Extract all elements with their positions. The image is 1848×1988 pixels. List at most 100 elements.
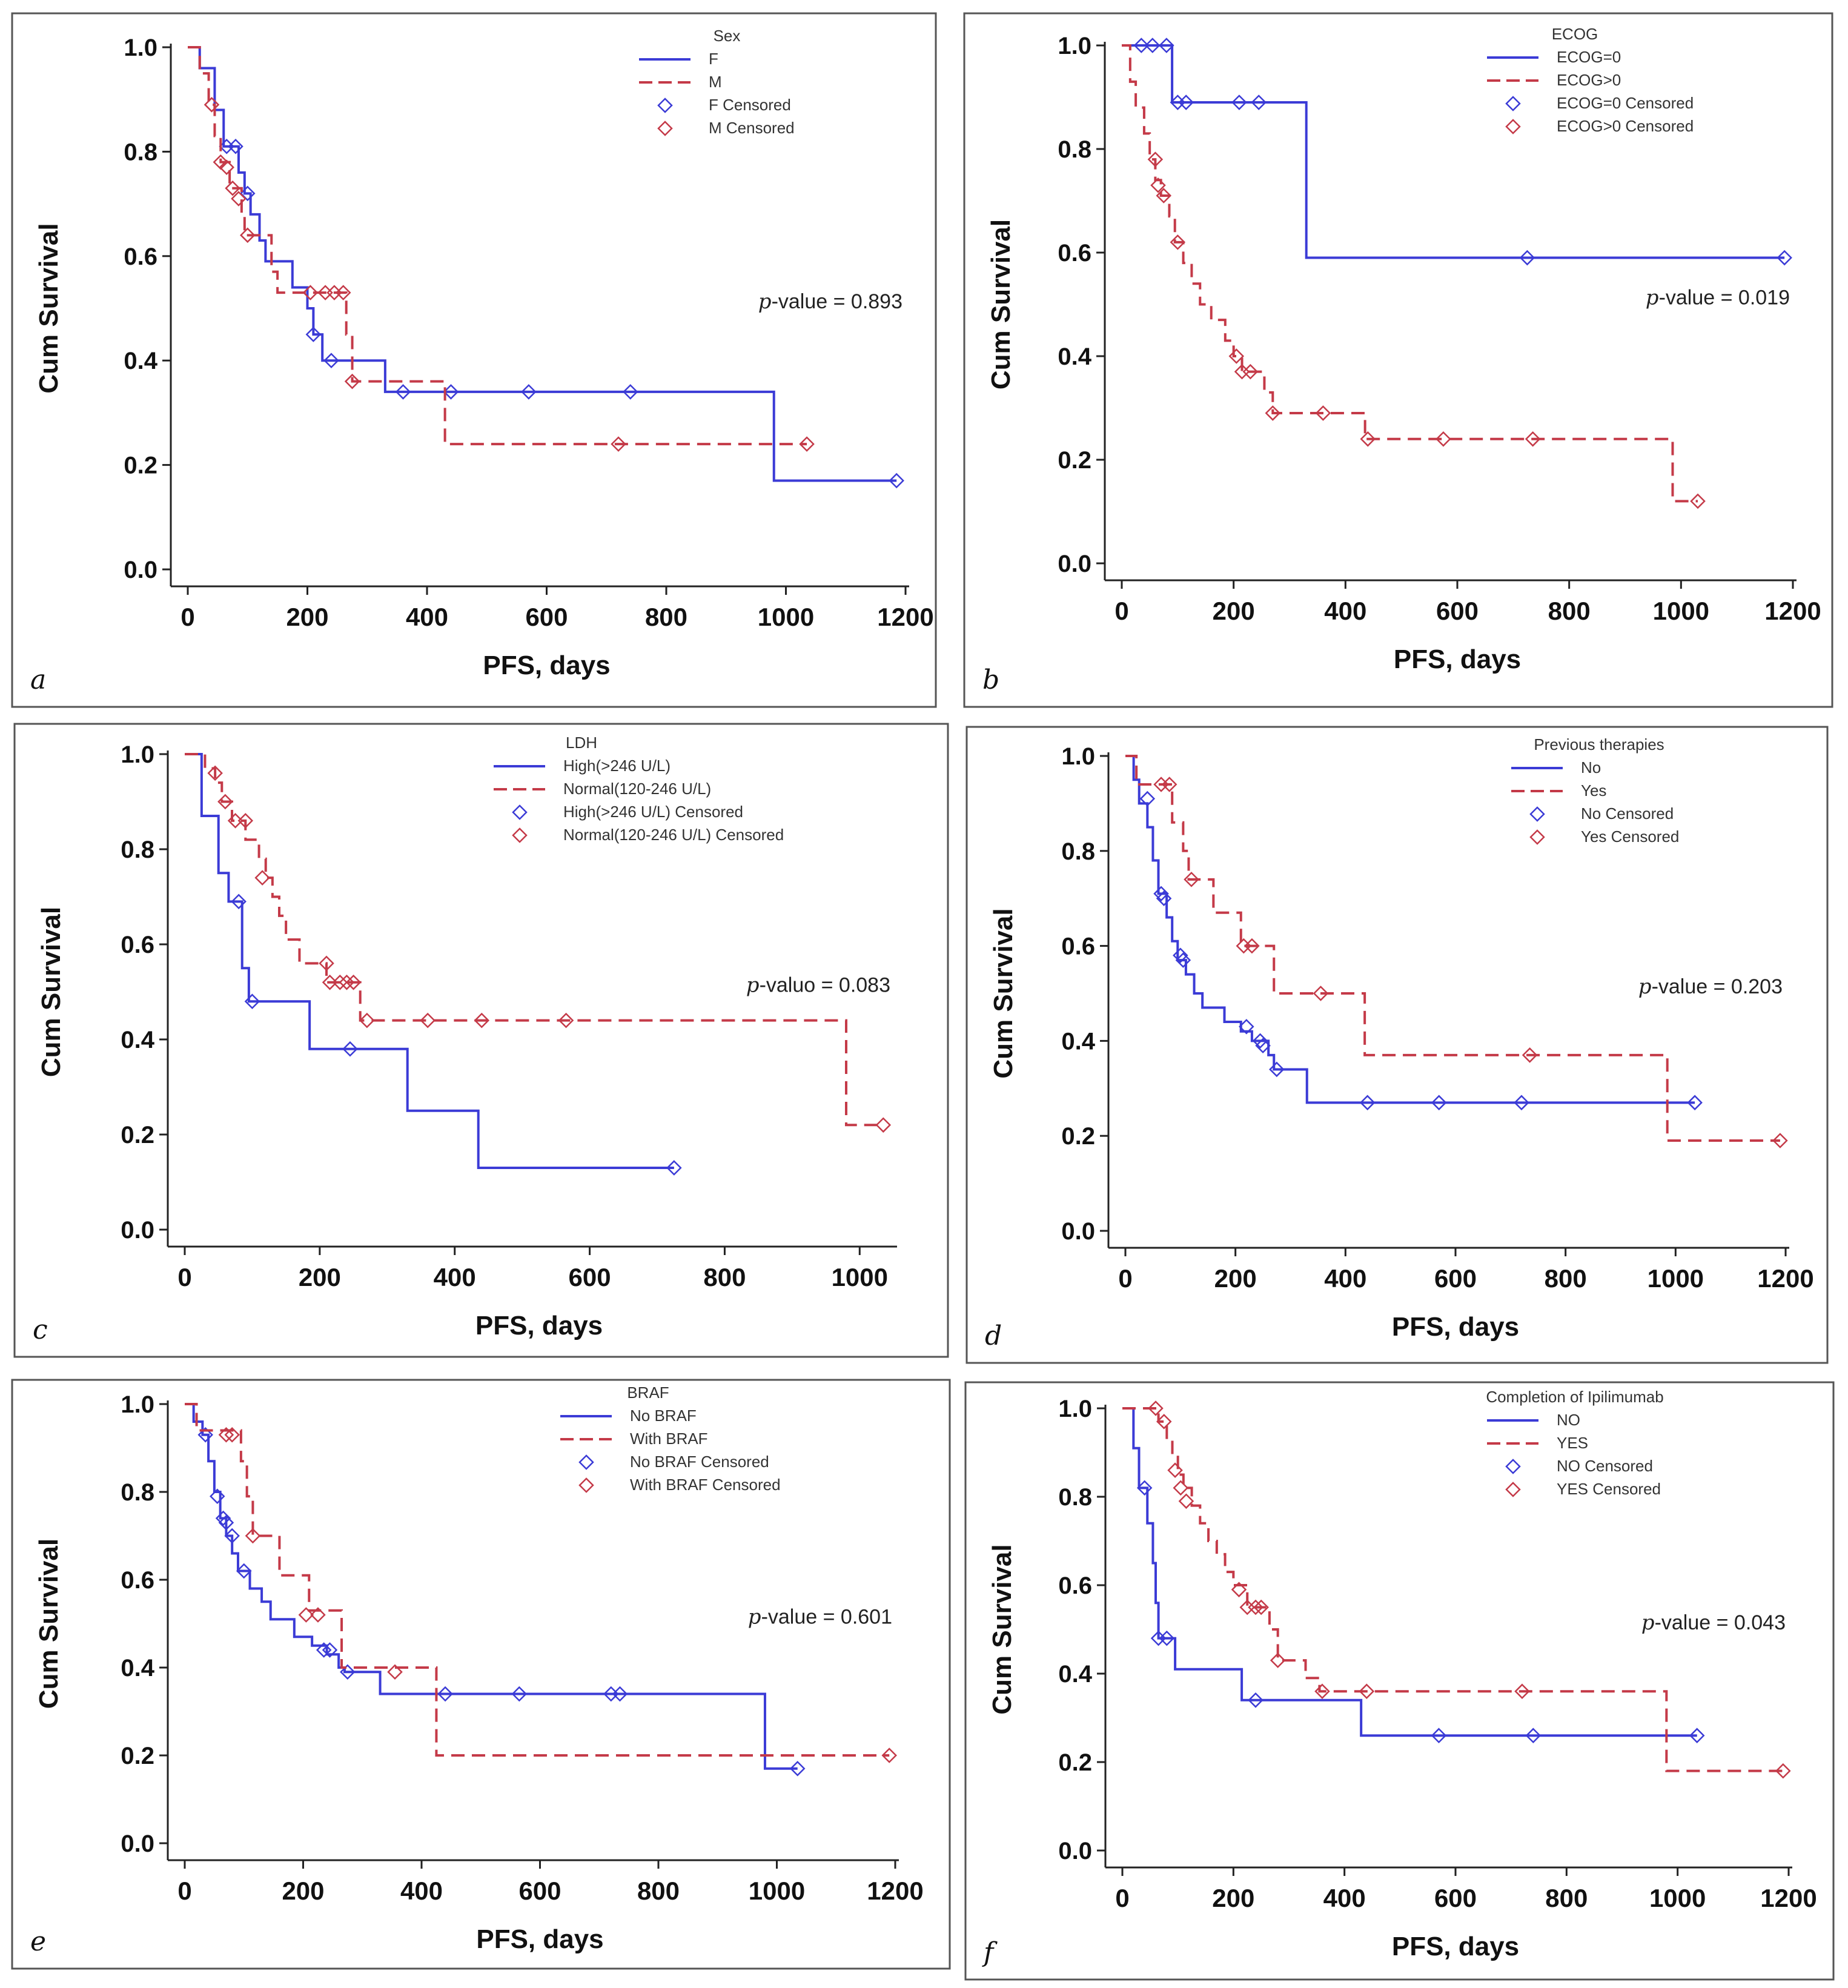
x-tick-label: 400	[406, 603, 448, 631]
y-tick-label: 0.0	[1058, 551, 1091, 577]
y-tick-label: 0.6	[124, 244, 157, 270]
x-tick-label: 400	[1324, 597, 1366, 625]
x-tick-label: 200	[299, 1263, 341, 1291]
panel-frame	[964, 1381, 1835, 1981]
y-tick-label: 0.2	[1061, 1123, 1095, 1150]
y-tick-label: 0.4	[121, 1655, 154, 1682]
censored-marker	[420, 1012, 436, 1029]
y-tick-label: 0.0	[124, 557, 157, 583]
x-tick-label: 1000	[1648, 1264, 1704, 1293]
censored-marker	[245, 1528, 261, 1544]
panel-letter: f	[982, 1937, 998, 1968]
x-axis-label: PFS, days	[1394, 644, 1521, 674]
panel-c: 0 200 400 600 800 1000 0.0 0.2 0.4 0.6 0.8 1.0 PFS, …	[13, 723, 949, 1358]
p-value-label: p-value = 0.043	[1641, 1611, 1786, 1635]
p-value-label: p-value = 0.893	[758, 290, 902, 314]
censored-marker	[1156, 188, 1172, 204]
x-axis-label: PFS, days	[1392, 1932, 1519, 1961]
x-tick-label: 1000	[1649, 1884, 1706, 1912]
series-line-red	[185, 753, 884, 1127]
panel-letter: d	[985, 1320, 1002, 1351]
series-line-red	[185, 1403, 890, 1757]
censored-marker	[322, 1642, 338, 1658]
series-line-blue	[1122, 44, 1785, 259]
x-tick-label: 1200	[867, 1877, 923, 1905]
legend-entry: F Censored	[709, 96, 791, 114]
legend-marker-swatch	[512, 804, 528, 820]
x-tick-label: 200	[1214, 1264, 1257, 1293]
y-tick-label: 0.8	[124, 139, 157, 165]
p-value-text: -value = 0.043	[1655, 1611, 1786, 1634]
x-tick-label: 800	[645, 603, 687, 631]
x-tick-label: 600	[525, 603, 568, 631]
censored-marker	[1436, 431, 1451, 447]
censored-marker	[1239, 1019, 1254, 1035]
x-tick-label: 0	[1118, 1264, 1132, 1293]
x-tick-label: 0	[180, 603, 194, 631]
censored-marker	[1687, 1095, 1703, 1111]
y-tick-label: 0.6	[1061, 933, 1095, 960]
p-value-text: -value = 0.601	[761, 1606, 892, 1629]
legend-entry: No Censored	[1581, 804, 1674, 823]
y-tick-label: 0.8	[1061, 838, 1095, 865]
censored-marker	[224, 1528, 240, 1544]
legend-entry: Normal(120-246 U/L) Censored	[563, 826, 784, 844]
censored-marker	[611, 436, 626, 452]
panel-b: 0 200 400 600 800 1000 1200 0.0 0.2 0.4 0.6 0.8 1.0 P…	[963, 12, 1833, 708]
legend-entry: Yes	[1581, 781, 1606, 800]
censored-marker	[322, 975, 338, 990]
panel-frame	[963, 12, 1833, 708]
p-symbol: p	[1646, 286, 1659, 310]
censored-marker	[881, 1748, 897, 1763]
legend-entry: YES	[1557, 1434, 1588, 1452]
series-line-blue	[188, 46, 897, 482]
censored-marker	[1156, 1414, 1172, 1430]
series-line-red	[1125, 755, 1780, 1142]
legend-entry: NO	[1557, 1411, 1580, 1429]
censored-marker	[1514, 1683, 1530, 1699]
p-symbol: p	[748, 1605, 761, 1629]
censored-marker	[443, 384, 459, 400]
legend-title: Previous therapies	[1534, 735, 1664, 754]
censored-marker	[359, 1012, 375, 1029]
censored-marker	[1777, 250, 1792, 266]
censored-marker	[1248, 1692, 1263, 1708]
censored-marker	[207, 765, 223, 781]
censored-marker	[666, 1160, 682, 1176]
p-symbol: p	[758, 290, 772, 314]
x-tick-label: 800	[703, 1263, 746, 1291]
censored-marker	[1145, 38, 1161, 53]
series-line-red	[1122, 44, 1698, 503]
x-tick-label: 0	[177, 1263, 191, 1291]
x-tick-label: 400	[1324, 1264, 1366, 1293]
censored-marker	[335, 285, 351, 300]
series-line-blue	[1122, 1407, 1697, 1737]
censored-marker	[1167, 1462, 1183, 1478]
censored-marker	[204, 97, 220, 113]
censored-marker	[1178, 1493, 1194, 1509]
legend-title: Completion of Ipilimumab	[1486, 1388, 1663, 1406]
censored-marker	[302, 285, 319, 300]
x-axis-label: PFS, days	[476, 1924, 603, 1954]
censored-marker	[1270, 1652, 1286, 1668]
y-tick-label: 0.2	[121, 1122, 154, 1148]
censored-marker	[521, 384, 537, 400]
x-tick-label: 400	[400, 1877, 443, 1905]
y-tick-label: 0.8	[1058, 1484, 1092, 1511]
y-tick-label: 1.0	[124, 35, 157, 61]
censored-marker	[319, 955, 334, 972]
censored-marker	[1244, 938, 1260, 954]
censored-marker	[305, 326, 322, 342]
y-tick-label: 0.2	[124, 452, 157, 479]
censored-marker	[339, 975, 355, 990]
censored-marker	[1175, 952, 1191, 968]
censored-marker	[1522, 1047, 1538, 1063]
censored-marker	[1689, 1728, 1705, 1743]
legend-entry: F	[709, 50, 718, 68]
censored-marker	[217, 794, 233, 810]
y-tick-label: 0.4	[1058, 1661, 1092, 1688]
x-tick-label: 800	[1545, 1884, 1588, 1912]
censored-marker	[1265, 405, 1281, 421]
censored-marker	[298, 1607, 314, 1623]
